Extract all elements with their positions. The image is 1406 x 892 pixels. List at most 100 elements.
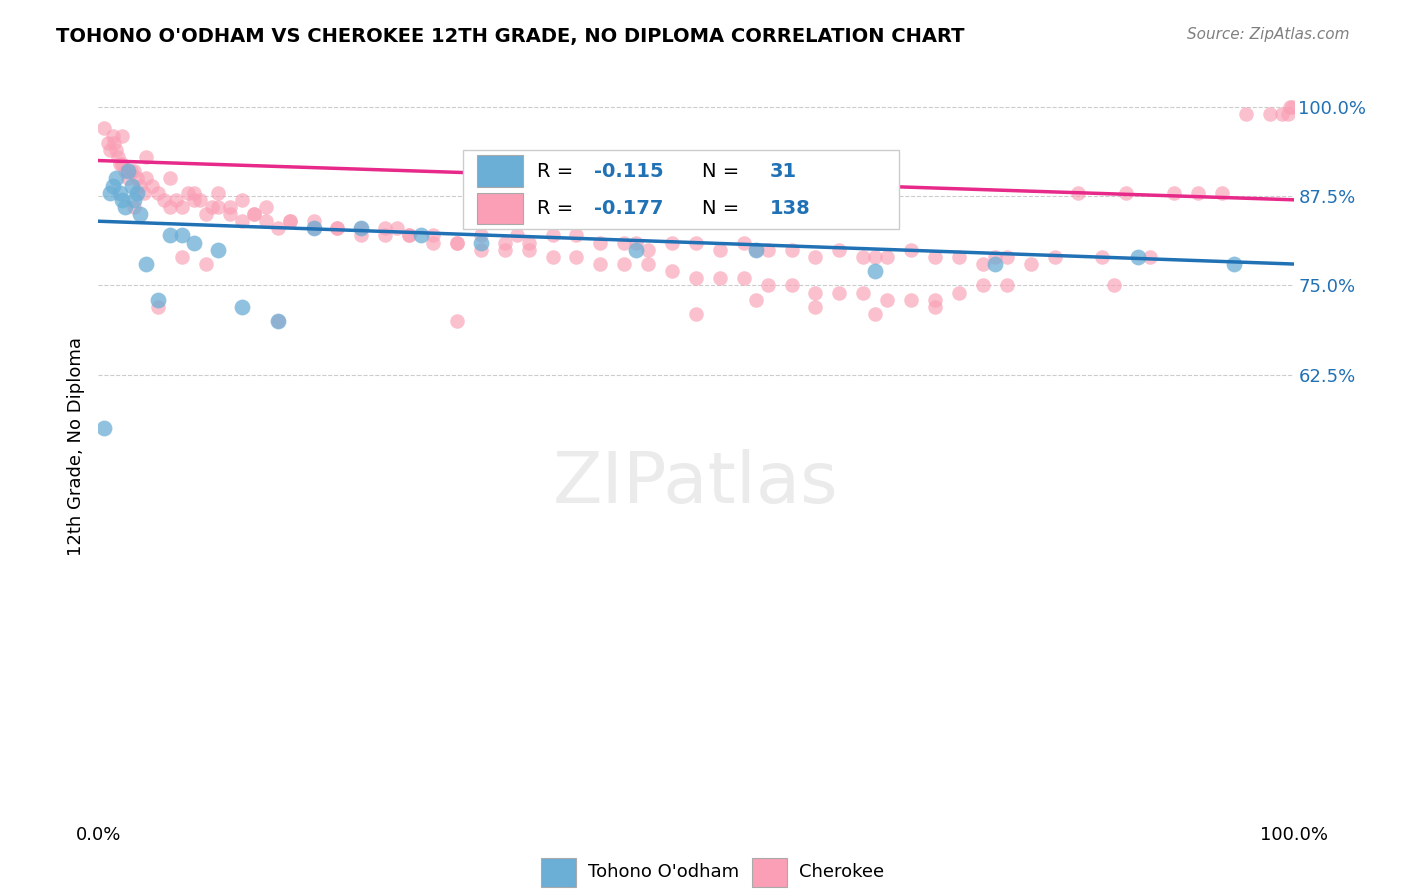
Point	[350, 221, 373, 235]
Point	[350, 221, 373, 235]
Point	[756, 243, 779, 257]
Point	[661, 235, 683, 250]
Text: 138: 138	[770, 199, 811, 218]
Point	[105, 171, 128, 186]
Point	[411, 228, 433, 243]
Text: N =: N =	[702, 199, 745, 218]
Point	[756, 278, 779, 293]
Point	[108, 157, 131, 171]
Point	[219, 207, 242, 221]
Point	[422, 235, 444, 250]
Point	[350, 228, 373, 243]
Point	[626, 235, 648, 250]
Point	[494, 235, 516, 250]
Point	[1043, 250, 1066, 264]
Point	[148, 300, 170, 314]
Point	[780, 278, 803, 293]
Point	[948, 285, 970, 300]
Point	[995, 278, 1018, 293]
Point	[159, 171, 181, 186]
Point	[117, 164, 139, 178]
Point	[111, 157, 134, 171]
Point	[733, 235, 755, 250]
Point	[733, 271, 755, 285]
Point	[876, 293, 898, 307]
Point	[374, 221, 396, 235]
Point	[804, 285, 827, 300]
Point	[172, 200, 194, 214]
Point	[422, 228, 444, 243]
Point	[828, 243, 851, 257]
Point	[105, 143, 128, 157]
Point	[172, 250, 194, 264]
Point	[852, 250, 875, 264]
Point	[207, 186, 229, 200]
Point	[494, 243, 516, 257]
Point	[709, 271, 731, 285]
Point	[565, 250, 588, 264]
Point	[661, 264, 683, 278]
Point	[1091, 250, 1114, 264]
Point	[326, 221, 349, 235]
Point	[589, 235, 612, 250]
Point	[254, 214, 277, 228]
Point	[231, 300, 253, 314]
Point	[924, 250, 946, 264]
Point	[231, 214, 253, 228]
Point	[374, 228, 396, 243]
Point	[685, 307, 707, 321]
Point	[177, 186, 200, 200]
Text: R =: R =	[537, 199, 579, 218]
Text: R =: R =	[537, 161, 579, 180]
Point	[541, 250, 564, 264]
Point	[165, 193, 187, 207]
Point	[108, 186, 131, 200]
Point	[1128, 250, 1150, 264]
Point	[1211, 186, 1233, 200]
Point	[385, 221, 409, 235]
Bar	[477, 155, 523, 186]
Point	[111, 128, 134, 143]
Point	[124, 164, 146, 178]
Point	[114, 200, 136, 214]
Point	[153, 193, 176, 207]
Text: 31: 31	[770, 161, 797, 180]
Text: -0.177: -0.177	[595, 199, 664, 218]
Point	[541, 228, 564, 243]
Point	[148, 186, 170, 200]
Point	[613, 235, 636, 250]
Point	[302, 214, 325, 228]
Point	[1019, 257, 1042, 271]
Point	[1139, 250, 1161, 264]
Point	[195, 207, 218, 221]
Point	[517, 243, 540, 257]
Point	[121, 178, 143, 193]
Point	[506, 228, 529, 243]
Point	[865, 264, 887, 278]
Point	[685, 271, 707, 285]
Point	[780, 243, 803, 257]
Point	[1115, 186, 1137, 200]
FancyBboxPatch shape	[463, 150, 900, 228]
Point	[745, 243, 768, 257]
Point	[984, 257, 1007, 271]
Point	[685, 235, 707, 250]
Point	[101, 178, 124, 193]
Point	[1104, 278, 1126, 293]
Text: TOHONO O'ODHAM VS CHEROKEE 12TH GRADE, NO DIPLOMA CORRELATION CHART: TOHONO O'ODHAM VS CHEROKEE 12TH GRADE, N…	[56, 27, 965, 45]
Point	[613, 257, 636, 271]
Point	[1281, 100, 1303, 114]
Point	[207, 200, 229, 214]
Text: N =: N =	[702, 161, 745, 180]
Point	[159, 228, 181, 243]
Point	[626, 243, 648, 257]
Point	[243, 207, 266, 221]
Y-axis label: 12th Grade, No Diploma: 12th Grade, No Diploma	[66, 336, 84, 556]
Point	[107, 150, 129, 164]
Point	[93, 421, 115, 435]
Point	[120, 164, 142, 178]
Point	[1163, 186, 1185, 200]
Point	[124, 193, 146, 207]
Point	[278, 214, 301, 228]
Point	[124, 200, 146, 214]
